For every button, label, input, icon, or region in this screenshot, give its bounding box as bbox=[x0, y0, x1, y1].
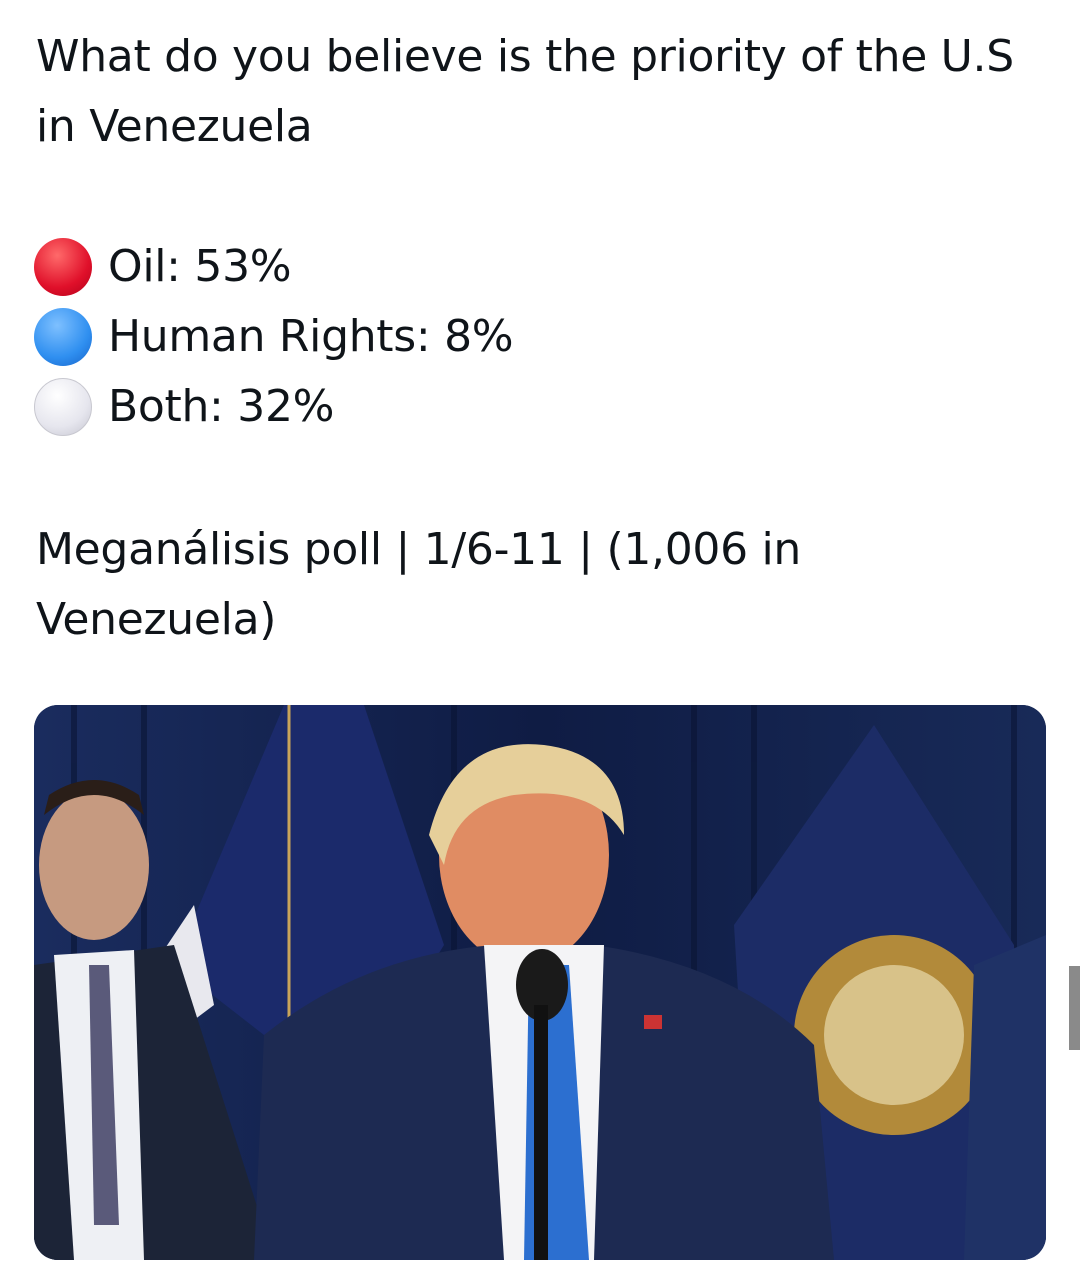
option-label: Both: 32% bbox=[108, 381, 335, 432]
poll-option-human-rights: Human Rights: 8% bbox=[34, 302, 514, 372]
scrollbar[interactable] bbox=[1069, 966, 1080, 1050]
poll-option-oil: Oil: 53% bbox=[34, 232, 513, 302]
white-circle-icon bbox=[34, 378, 92, 436]
press-conference-photo bbox=[34, 705, 1046, 1260]
option-label: Human Rights: 8% bbox=[108, 311, 514, 362]
red-circle-icon bbox=[34, 238, 92, 296]
option-label: Oil: 53% bbox=[108, 241, 292, 292]
poll-source: Meganálisis poll | 1/6-11 | (1,006 in Ve… bbox=[36, 524, 801, 645]
post-image[interactable] bbox=[34, 705, 1046, 1260]
poll-results: Oil: 53% Human Rights: 8% Both: 32% bbox=[34, 232, 514, 442]
poll-option-both: Both: 32% bbox=[34, 372, 513, 442]
post-question: What do you believe is the priority of t… bbox=[36, 31, 1014, 152]
blue-circle-icon bbox=[34, 308, 92, 366]
